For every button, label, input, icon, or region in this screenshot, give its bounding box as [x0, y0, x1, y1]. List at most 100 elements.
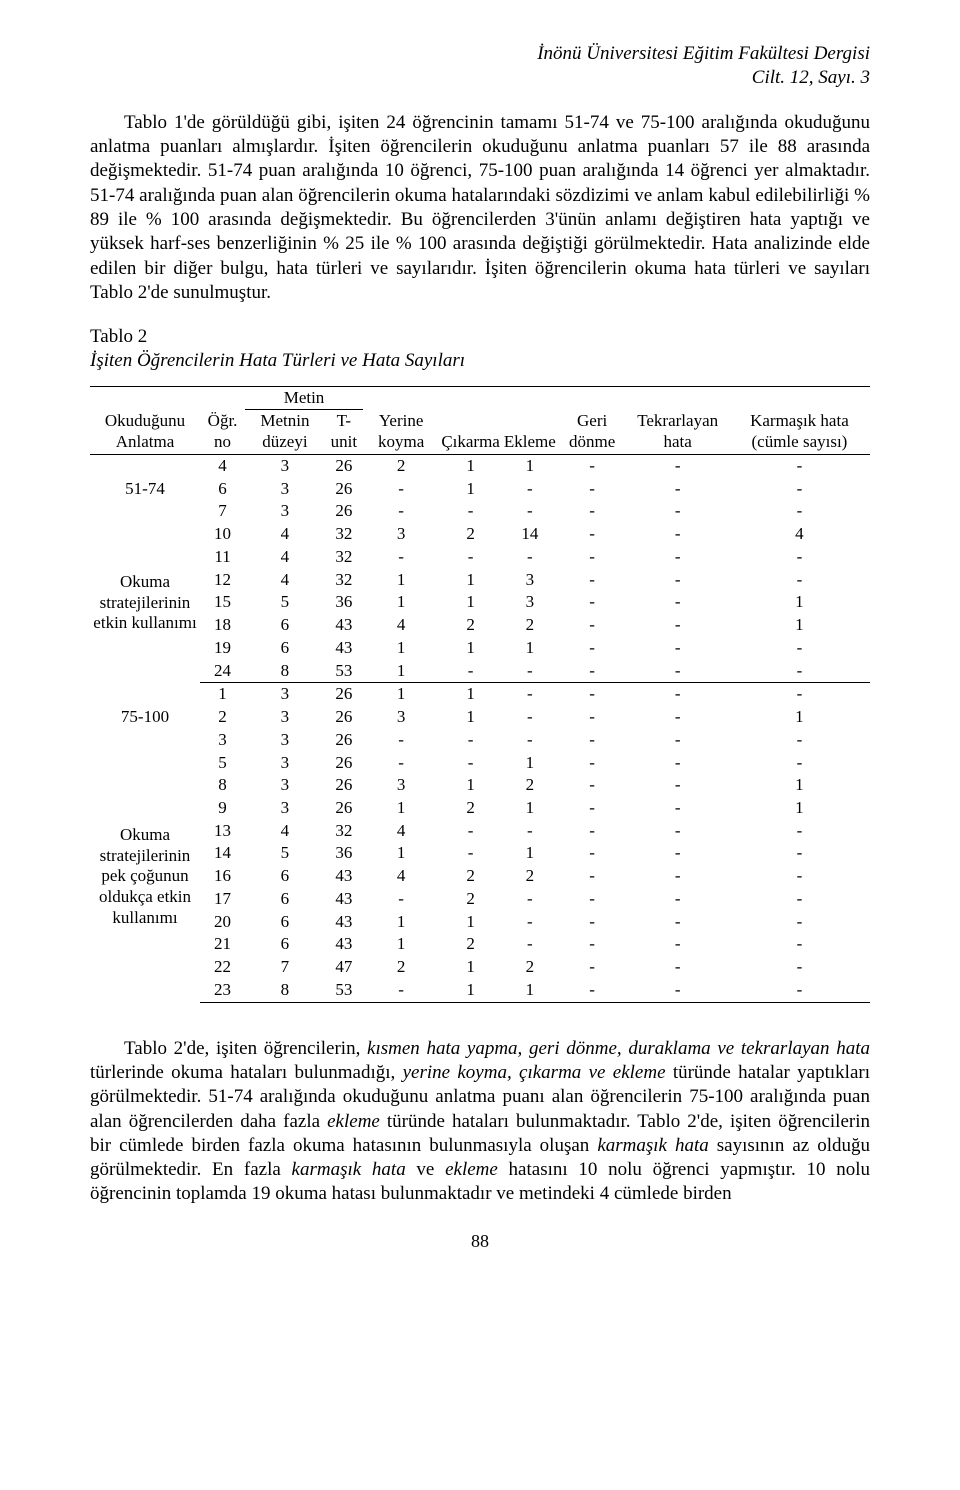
table-cell: -	[626, 614, 728, 637]
table-cell: -	[558, 660, 627, 683]
page: İnönü Üniversitesi Eğitim Fakültesi Derg…	[0, 0, 960, 1490]
table-title: İşiten Öğrencilerin Hata Türleri ve Hata…	[90, 349, 870, 373]
table-cell: 2	[439, 523, 502, 546]
table-cell: 1	[439, 637, 502, 660]
table-cell: -	[626, 683, 728, 706]
table-cell: -	[363, 979, 439, 1002]
table-cell: 19	[200, 637, 245, 660]
table-cell: -	[626, 752, 728, 775]
table-cell: -	[729, 933, 870, 956]
table-cell: -	[363, 752, 439, 775]
p2-k: ve	[406, 1159, 445, 1180]
table-cell: -	[626, 706, 728, 729]
table-cell: 2	[439, 614, 502, 637]
table-cell: -	[729, 546, 870, 569]
table-cell: -	[729, 956, 870, 979]
table-head: Okuduğunu Anlatma Öğr. no Metin Yerine k…	[90, 386, 870, 454]
table-cell: 6	[245, 637, 325, 660]
table-cell: 7	[245, 956, 325, 979]
table-cell: -	[502, 683, 558, 706]
table-cell: -	[502, 911, 558, 934]
table-row: 11432------	[90, 546, 870, 569]
table-cell: 3	[502, 591, 558, 614]
table-cell: -	[439, 729, 502, 752]
table-cell: 14	[502, 523, 558, 546]
table-cell: 1	[439, 683, 502, 706]
table-cell: 3	[245, 797, 325, 820]
table-row: 134324-----	[90, 820, 870, 843]
table-row: 16643422---	[90, 865, 870, 888]
journal-name: İnönü Üniversitesi Eğitim Fakültesi Derg…	[90, 42, 870, 66]
table-cell: 1	[200, 683, 245, 706]
table-cell: 1	[363, 660, 439, 683]
table-cell: 1	[439, 478, 502, 501]
col-repeated: Tekrarlayan hata	[626, 386, 728, 454]
table-cell: 3	[245, 774, 325, 797]
table-cell: 8	[245, 660, 325, 683]
table-cell: 2	[502, 774, 558, 797]
table-row: 2064311----	[90, 911, 870, 934]
table-cell: -	[558, 546, 627, 569]
table-cell: 21	[200, 933, 245, 956]
table-cell: -	[626, 956, 728, 979]
table-row: 2164312----	[90, 933, 870, 956]
table-cell: 2	[439, 888, 502, 911]
table-cell: -	[502, 500, 558, 523]
table-cell: 36	[325, 591, 363, 614]
table-cell: -	[558, 683, 627, 706]
table-cell: 1	[729, 591, 870, 614]
p2-l: ekleme	[445, 1159, 498, 1180]
table-cell: -	[439, 820, 502, 843]
table-cell: 6	[245, 933, 325, 956]
table-cell: -	[729, 911, 870, 934]
table-cell: 13	[200, 820, 245, 843]
table-row: 7326------	[90, 500, 870, 523]
col-insertion: Ekleme	[502, 386, 558, 454]
table-cell: -	[626, 454, 728, 477]
paragraph-2: Tablo 2'de, işiten öğrencilerin, kısmen …	[90, 1037, 870, 1207]
table-cell: 3	[245, 683, 325, 706]
table-cell: -	[363, 888, 439, 911]
table-cell: -	[626, 797, 728, 820]
table-cell: -	[502, 478, 558, 501]
table-cell: 1	[439, 591, 502, 614]
table-row: Okuma stratejilerinin etkin kullanımı104…	[90, 523, 870, 546]
table-cell: 11	[200, 546, 245, 569]
table-cell: 2	[502, 614, 558, 637]
table-cell: 1	[729, 774, 870, 797]
table-cell: -	[626, 546, 728, 569]
group-range-label: 51-74	[90, 454, 200, 523]
table-cell: 3	[245, 729, 325, 752]
col-tunit: T-unit	[325, 410, 363, 454]
table-cell: -	[439, 842, 502, 865]
table-row: 9326121--1	[90, 797, 870, 820]
col-complex: Karmaşık hata (cümle sayısı)	[729, 386, 870, 454]
col-regression: Geri dönme	[558, 386, 627, 454]
table-cell: -	[558, 979, 627, 1002]
table-cell: -	[729, 729, 870, 752]
table-row: 23853-11---	[90, 979, 870, 1002]
table-cell: 43	[325, 614, 363, 637]
table-cell: 17	[200, 888, 245, 911]
table-cell: 1	[363, 569, 439, 592]
journal-header: İnönü Üniversitesi Eğitim Fakültesi Derg…	[90, 42, 870, 91]
table-cell: 1	[729, 614, 870, 637]
table-cell: 1	[439, 979, 502, 1002]
table-cell: 3	[363, 706, 439, 729]
table-cell: -	[558, 820, 627, 843]
table-cell: 5	[245, 842, 325, 865]
table-cell: 7	[200, 500, 245, 523]
table-cell: -	[558, 752, 627, 775]
col-omission: Çıkarma	[439, 386, 502, 454]
table-cell: 4	[729, 523, 870, 546]
table-cell: 43	[325, 933, 363, 956]
table-cell: -	[502, 820, 558, 843]
table-cell: 1	[502, 797, 558, 820]
table-cell: -	[502, 729, 558, 752]
table-cell: 26	[325, 774, 363, 797]
table-cell: 5	[245, 591, 325, 614]
table-cell: 20	[200, 911, 245, 934]
table-cell: -	[439, 546, 502, 569]
table-cell: 3	[200, 729, 245, 752]
table-cell: 12	[200, 569, 245, 592]
